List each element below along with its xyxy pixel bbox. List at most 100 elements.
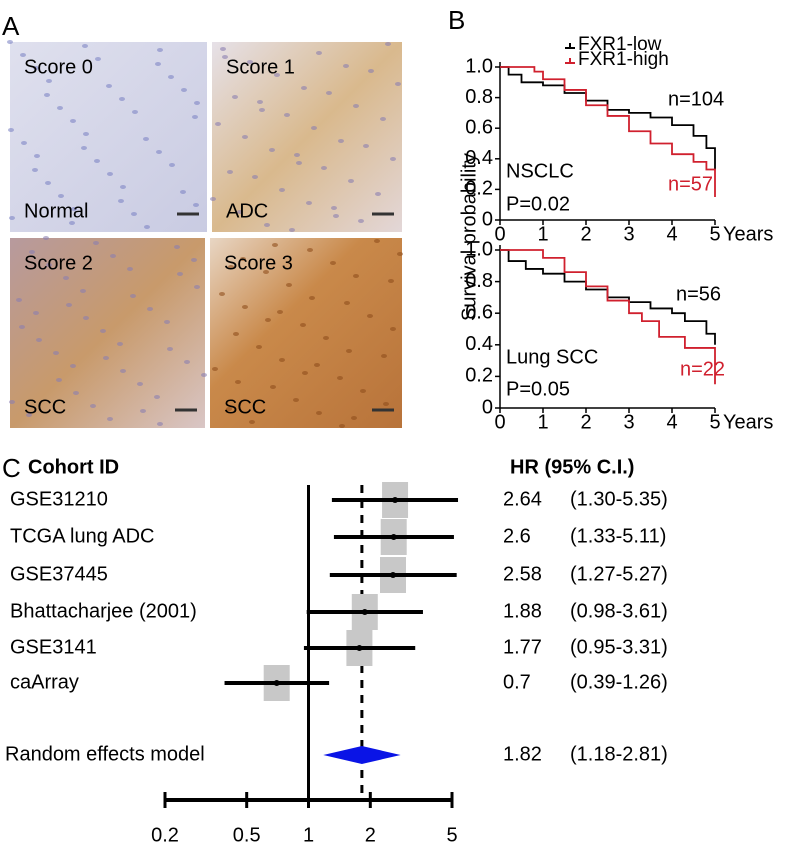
x-tick-label: 5 bbox=[446, 824, 457, 846]
cell-nucleus bbox=[43, 236, 49, 240]
cell-nucleus bbox=[90, 404, 96, 408]
cell-nucleus bbox=[307, 248, 313, 252]
cell-nucleus bbox=[344, 301, 350, 305]
cell-nucleus bbox=[103, 356, 109, 360]
hr-value: 1.77 bbox=[503, 636, 542, 658]
cell-nucleus bbox=[70, 364, 76, 368]
x-tick-label: 1 bbox=[537, 411, 548, 433]
cell-nucleus bbox=[119, 97, 125, 101]
annotation: n=57 bbox=[668, 173, 713, 195]
cell-nucleus bbox=[300, 323, 306, 327]
cohort-name: GSE3141 bbox=[10, 636, 97, 658]
cell-nucleus bbox=[83, 316, 89, 320]
cell-nucleus bbox=[397, 252, 403, 256]
cell-nucleus bbox=[36, 338, 42, 342]
cell-nucleus bbox=[9, 216, 15, 220]
cell-nucleus bbox=[16, 298, 22, 302]
cell-nucleus bbox=[147, 307, 153, 311]
hr-point bbox=[361, 609, 368, 615]
cell-nucleus bbox=[80, 289, 86, 293]
x-tick-label: 0 bbox=[494, 223, 505, 245]
cell-nucleus bbox=[100, 329, 106, 333]
y-tick-label: 0.4 bbox=[465, 147, 493, 169]
cell-nucleus bbox=[368, 69, 374, 73]
ci-label: (1.27-5.27) bbox=[570, 563, 668, 585]
cell-nucleus bbox=[73, 391, 79, 395]
cell-nucleus bbox=[256, 345, 262, 349]
cell-nucleus bbox=[94, 159, 100, 163]
survival-curve bbox=[500, 249, 716, 385]
cell-nucleus bbox=[70, 119, 76, 123]
hr-point bbox=[390, 534, 397, 540]
cell-nucleus bbox=[174, 245, 180, 249]
cell-nucleus bbox=[235, 380, 241, 384]
cell-nucleus bbox=[279, 358, 285, 362]
cell-nucleus bbox=[8, 128, 14, 132]
ci-label: (0.39-1.26) bbox=[570, 671, 668, 693]
cell-nucleus bbox=[220, 47, 226, 51]
cell-nucleus bbox=[233, 332, 239, 336]
legend-symbol bbox=[565, 58, 575, 64]
cell-nucleus bbox=[117, 342, 123, 346]
cell-nucleus bbox=[95, 57, 101, 61]
x-tick-label: 0 bbox=[494, 411, 505, 433]
ci-label: (1.33-5.11) bbox=[570, 525, 666, 547]
cell-nucleus bbox=[56, 378, 62, 382]
cell-nucleus bbox=[57, 106, 63, 110]
summary-name: Random effects model bbox=[5, 743, 205, 765]
cell-nucleus bbox=[363, 144, 369, 148]
y-tick-label: 1.0 bbox=[465, 238, 493, 260]
cell-nucleus bbox=[127, 267, 133, 271]
cell-nucleus bbox=[264, 223, 270, 227]
cell-nucleus bbox=[311, 126, 317, 130]
cell-nucleus bbox=[140, 409, 146, 413]
cell-nucleus bbox=[192, 115, 198, 119]
cell-nucleus bbox=[269, 148, 275, 152]
cell-nucleus bbox=[107, 417, 113, 421]
cell-nucleus bbox=[272, 243, 278, 247]
cell-nucleus bbox=[107, 172, 113, 176]
cell-nucleus bbox=[302, 371, 308, 375]
cohort-name: caArray bbox=[10, 671, 79, 693]
cell-nucleus bbox=[110, 254, 116, 258]
cell-nucleus bbox=[193, 203, 199, 207]
ihc-image bbox=[210, 238, 402, 428]
annotation: n=104 bbox=[668, 88, 724, 110]
cell-nucleus bbox=[353, 274, 359, 278]
cell-nucleus bbox=[168, 75, 174, 79]
cell-nucleus bbox=[210, 197, 216, 201]
y-tick-label: 1.0 bbox=[465, 55, 493, 77]
image-tissue: SCC bbox=[24, 396, 66, 418]
cell-nucleus bbox=[21, 141, 27, 145]
x-tick-label: 2 bbox=[365, 824, 376, 846]
cell-nucleus bbox=[232, 95, 238, 99]
cohort-name: GSE37445 bbox=[10, 563, 108, 585]
hr-point bbox=[392, 497, 399, 503]
cell-nucleus bbox=[157, 422, 163, 426]
cell-nucleus bbox=[180, 190, 186, 194]
survival-curve bbox=[500, 66, 716, 198]
cell-nucleus bbox=[169, 163, 175, 167]
panel-label: B bbox=[448, 5, 465, 35]
cell-nucleus bbox=[154, 395, 160, 399]
cell-nucleus bbox=[242, 135, 248, 139]
cell-nucleus bbox=[374, 239, 380, 243]
cell-nucleus bbox=[201, 373, 207, 377]
cell-nucleus bbox=[316, 51, 322, 55]
cohort-name: GSE31210 bbox=[10, 488, 108, 510]
hr-value: 1.88 bbox=[503, 600, 542, 622]
image-score: Score 0 bbox=[24, 56, 93, 78]
y-tick-label: 0.2 bbox=[465, 365, 493, 387]
cell-nucleus bbox=[337, 376, 343, 380]
hr-value: 0.7 bbox=[503, 671, 531, 693]
annotation: n=22 bbox=[680, 358, 725, 380]
cell-nucleus bbox=[157, 48, 163, 52]
cell-nucleus bbox=[348, 179, 354, 183]
cell-nucleus bbox=[58, 194, 64, 198]
x-tick-label: 1 bbox=[537, 223, 548, 245]
cell-nucleus bbox=[118, 199, 124, 203]
cell-nucleus bbox=[194, 101, 200, 105]
cell-nucleus bbox=[289, 228, 295, 232]
cell-nucleus bbox=[226, 407, 232, 411]
cell-nucleus bbox=[71, 207, 77, 211]
